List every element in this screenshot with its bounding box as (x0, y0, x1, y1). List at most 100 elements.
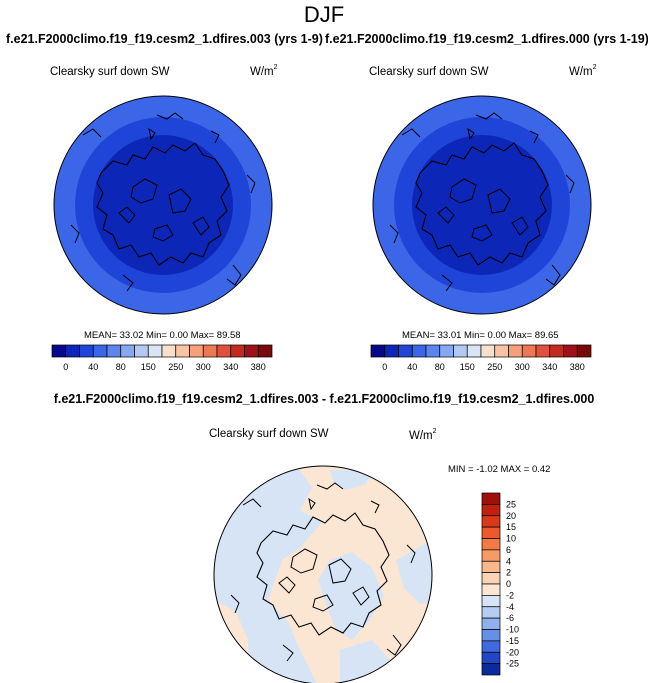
colorbar-swatch (92, 344, 108, 358)
colorbar-swatch (535, 344, 551, 358)
colorbar-swatch (453, 344, 468, 358)
panel-2-units-label: W/m2 (569, 64, 597, 78)
difference-stats: MIN = -1.02 MAX = 0.42 (448, 464, 551, 475)
colorbar-tick-label: 380 (251, 362, 266, 372)
colorbar-tick-label: 150 (460, 362, 475, 372)
colorbar-tick-label: 15 (506, 522, 516, 532)
colorbar-tick-label: 300 (196, 362, 211, 372)
difference-negative-region (396, 540, 432, 604)
colorbar-tick-label: 0 (63, 362, 68, 372)
colorbar-swatch (439, 344, 454, 358)
colorbar-swatch (79, 344, 94, 358)
colorbar-swatch (481, 515, 501, 528)
colorbar-tick-label: 6 (506, 545, 511, 555)
colorbar-swatch (481, 560, 501, 573)
page-title: DJF (303, 2, 345, 27)
colorbar-swatch (481, 651, 501, 664)
difference-negative-region (318, 552, 384, 640)
difference-negative-region (214, 470, 322, 683)
colorbar-tick-label: -6 (506, 613, 514, 623)
colorbar-tick-label: 2 (506, 568, 511, 578)
colorbar-tick-label: 380 (570, 362, 585, 372)
colorbar-tick-label: 80 (116, 362, 126, 372)
colorbar-swatch (65, 344, 80, 358)
panel-2-map-border (372, 95, 592, 315)
difference-title: f.e21.F2000climo.f19_f19.cesm2_1.dfires.… (53, 392, 595, 406)
colorbar-tick-label: 0 (506, 579, 511, 589)
colorbar-tick-label: -25 (506, 659, 519, 669)
colorbar-tick-label: 340 (223, 362, 238, 372)
colorbar-tick-label: 20 (506, 511, 516, 521)
colorbar-swatch (481, 629, 501, 642)
panel-2-map (372, 95, 592, 315)
colorbar-swatch (147, 344, 163, 358)
colorbar-tick-label: -4 (506, 602, 514, 612)
colorbar-tick-label: 80 (435, 362, 445, 372)
colorbar-swatch (494, 344, 509, 358)
colorbar-swatch (134, 344, 149, 358)
colorbar-swatch (481, 572, 501, 585)
panel-2-field-band (412, 135, 552, 275)
colorbar-swatch (480, 344, 496, 358)
colorbar-swatch (120, 344, 135, 358)
colorbar-tick-label: -20 (506, 647, 519, 657)
panel-1-field-band (93, 135, 233, 275)
colorbar-tick-label: 250 (487, 362, 502, 372)
colorbar-swatch (161, 344, 177, 358)
colorbar-swatch (384, 344, 399, 358)
colorbar-swatch (51, 344, 67, 358)
colorbar-swatch (521, 344, 537, 358)
colorbar-swatch (508, 344, 523, 358)
colorbar-swatch (481, 549, 501, 562)
panel-1-case-title: f.e21.F2000climo.f19_f19.cesm2_1.dfires.… (6, 32, 323, 46)
colorbar-swatch (257, 344, 273, 358)
colorbar-tick-label: 0 (382, 362, 387, 372)
colorbar-tick-label: -2 (506, 590, 514, 600)
panel-2-colorbar: 0 40 80 150 250 300 340 380 (370, 344, 592, 372)
colorbar-tick-label: 300 (515, 362, 530, 372)
colorbar-tick-label: 150 (141, 362, 156, 372)
panel-1-colorbar: 0 40 80 150 250 300 340 380 (51, 344, 273, 372)
panel-2-variable-label: Clearsky surf down SW (369, 66, 489, 78)
colorbar-tick-label: 10 (506, 534, 516, 544)
colorbar-swatch (189, 344, 204, 358)
colorbar-swatch (230, 344, 245, 358)
colorbar-tick-label: 25 (506, 499, 516, 509)
colorbar-swatch (481, 583, 501, 596)
colorbar-swatch (411, 344, 427, 358)
colorbar-swatch (466, 344, 482, 358)
colorbar-swatch (202, 344, 218, 358)
colorbar-tick-label: 40 (88, 362, 98, 372)
colorbar-swatch (481, 606, 501, 619)
colorbar-swatch (216, 344, 232, 358)
colorbar-swatch (481, 538, 501, 551)
colorbar-swatch (549, 344, 564, 358)
colorbar-swatch (481, 640, 501, 653)
difference-negative-region (330, 470, 372, 490)
colorbar-tick-label: 4 (506, 556, 511, 566)
colorbar-swatch (481, 526, 501, 539)
difference-map (213, 465, 433, 683)
colorbar-swatch (576, 344, 592, 358)
panel-1-stats: MEAN= 33.02 Min= 0.00 Max= 89.58 (84, 330, 241, 341)
difference-variable-label: Clearsky surf down SW (209, 428, 329, 440)
colorbar-swatch (425, 344, 441, 358)
colorbar-tick-label: -15 (506, 636, 519, 646)
colorbar-swatch (244, 344, 259, 358)
colorbar-swatch (481, 595, 501, 608)
colorbar-tick-label: 340 (542, 362, 557, 372)
colorbar-tick-label: 40 (407, 362, 417, 372)
colorbar-swatch (481, 663, 501, 676)
panel-1-map-border (53, 95, 273, 315)
colorbar-swatch (175, 344, 190, 358)
difference-units-label: W/m2 (409, 428, 437, 442)
colorbar-tick-label: 250 (168, 362, 183, 372)
panel-2-case-title: f.e21.F2000climo.f19_f19.cesm2_1.dfires.… (325, 32, 648, 46)
colorbar-swatch (481, 617, 501, 630)
colorbar-swatch (481, 492, 501, 505)
panel-1-map (53, 95, 273, 315)
colorbar-swatch (106, 344, 122, 358)
difference-map-border (213, 465, 433, 683)
panel-2-stats: MEAN= 33.01 Min= 0.00 Max= 89.65 (402, 330, 559, 341)
